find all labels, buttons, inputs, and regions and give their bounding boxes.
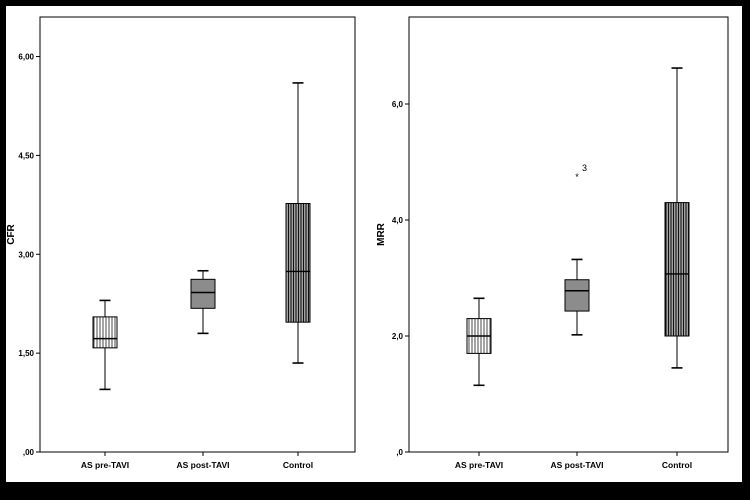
iqr-box — [564, 279, 590, 312]
left-category-label: AS pre-TAVI — [81, 460, 129, 470]
iqr-box — [664, 202, 690, 337]
right-category-label: Control — [662, 460, 692, 470]
right-outlier-marker: * — [575, 172, 579, 182]
figure-frame — [6, 6, 742, 482]
right-y-tick-label: 6,0 — [392, 100, 404, 109]
right-box-as-post-tavi — [564, 258, 590, 336]
right-category-label: AS post-TAVI — [550, 460, 603, 470]
right-y-tick-label: 4,0 — [392, 216, 404, 225]
left-y-tick-label: 6,00 — [18, 53, 34, 62]
left-y-tick-label: 1,50 — [18, 349, 34, 358]
iqr-box — [92, 316, 118, 349]
left-plot-frame — [39, 16, 356, 453]
left-y-tick-label: 4,50 — [18, 151, 34, 160]
iqr-box — [285, 203, 311, 323]
right-y-tick-label: 2,0 — [392, 332, 404, 341]
right-y-axis-label: MRR — [376, 222, 387, 246]
left-y-axis-label: CFR — [6, 223, 17, 244]
left-category-label: Control — [283, 460, 313, 470]
iqr-box — [190, 278, 216, 309]
left-box-as-pre-tavi — [92, 299, 118, 391]
right-box-control — [664, 67, 690, 369]
left-y-tick-label: ,00 — [23, 448, 35, 457]
left-category-label: AS post-TAVI — [176, 460, 229, 470]
right-outlier-label: 3 — [582, 163, 587, 173]
right-category-label: AS pre-TAVI — [455, 460, 503, 470]
left-panel: ,00 1,50 3,00 4,50 6,00 CFR AS pre-TAVI AS post… — [6, 16, 356, 470]
left-box-as-post-tavi — [190, 269, 216, 335]
right-y-tick-label: ,0 — [396, 448, 403, 457]
left-box-control — [285, 82, 311, 364]
right-panel: ,0 2,0 4,0 6,0 MRR AS pre-TAVI AS post-TAVI Con… — [376, 16, 729, 470]
right-plot-frame — [408, 16, 729, 453]
left-y-tick-label: 3,00 — [18, 250, 34, 259]
right-box-as-pre-tavi — [466, 297, 492, 387]
